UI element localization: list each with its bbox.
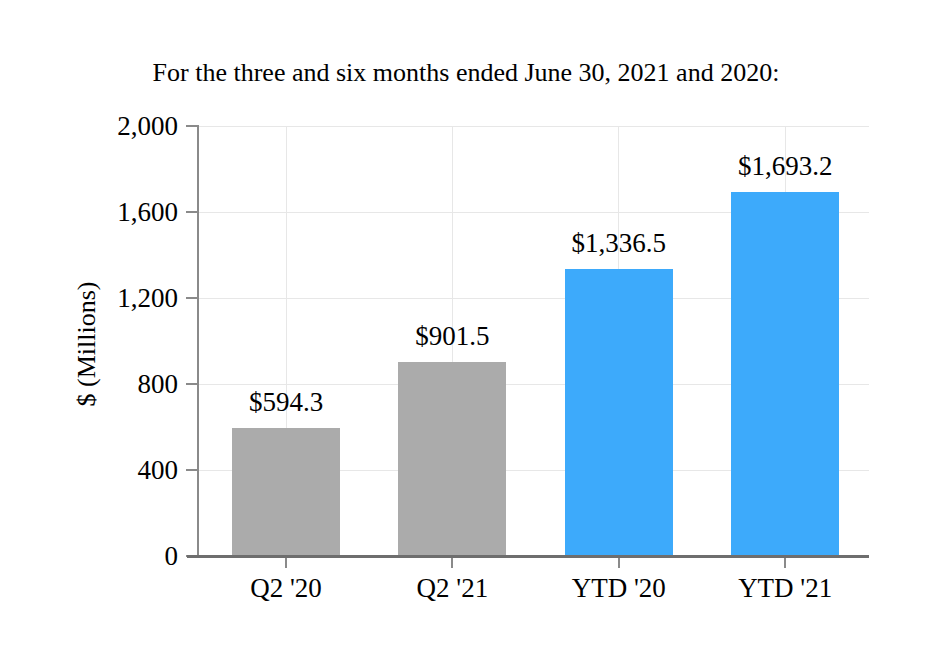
bar-value-label-ytd-21: $1,693.2	[685, 150, 885, 182]
plot-area: $594.3Q2 '20$901.5Q2 '21$1,336.5YTD '20$…	[0, 0, 932, 666]
y-tick-label: 0	[0, 540, 178, 572]
bar-chart-figure: For the three and six months ended June …	[0, 0, 932, 666]
x-tick-mark	[784, 558, 786, 568]
y-tick-label: 400	[0, 454, 178, 486]
x-tick-mark	[618, 558, 620, 568]
bar-q2-20	[232, 428, 340, 556]
bar-q2-21	[398, 362, 506, 556]
y-tick-label: 2,000	[0, 110, 178, 142]
x-tick-mark	[451, 558, 453, 568]
y-tick-label: 1,200	[0, 282, 178, 314]
x-tick-mark	[285, 558, 287, 568]
x-axis-line	[187, 555, 869, 558]
x-category-label-ytd-21: YTD '21	[685, 572, 885, 604]
y-tick-label: 800	[0, 368, 178, 400]
y-axis-line	[197, 125, 199, 557]
bar-value-label-q2-20: $594.3	[186, 386, 386, 418]
h-gridline	[198, 126, 869, 127]
y-tick-label: 1,600	[0, 196, 178, 228]
bar-ytd-21	[731, 192, 839, 556]
bar-value-label-ytd-20: $1,336.5	[519, 227, 719, 259]
bar-ytd-20	[565, 269, 673, 556]
bar-value-label-q2-21: $901.5	[352, 320, 552, 352]
